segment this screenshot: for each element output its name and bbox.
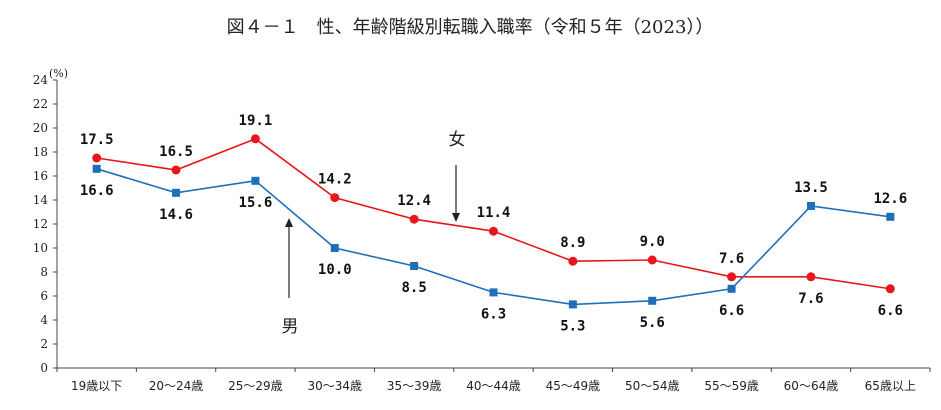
x-tick-label: 25～29歳: [228, 379, 283, 393]
x-tick-labels: 19歳以下 20～24歳 25～29歳 30～34歳 35～39歳 40～44歳 45～49…: [71, 379, 916, 393]
data-point-square: [806, 202, 815, 210]
y-tick-label: 22: [33, 97, 48, 111]
data-point-square: [648, 296, 657, 305]
series-lines: [96, 137, 891, 306]
data-point-square: [727, 284, 736, 293]
data-point-circle: [568, 256, 578, 266]
data-label-female: 9.0: [640, 234, 665, 250]
data-point-circle: [250, 134, 260, 144]
female-annotation-label: 女: [449, 130, 466, 150]
data-point-circle: [489, 226, 498, 236]
data-label-female: 17.5: [80, 132, 114, 148]
data-label-female: 12.4: [397, 193, 431, 209]
x-tick-label: 19歳以下: [71, 379, 122, 393]
data-label-male: 13.5: [794, 180, 828, 196]
x-tick-label: 30～34歳: [307, 379, 362, 393]
data-label-female: 6.6: [878, 303, 903, 319]
male-arrow-head: [285, 218, 293, 227]
chart-title: 図４－１ 性、年齢階級別転職入職率（令和５年（2023））: [227, 17, 714, 38]
y-tick-label: 0: [40, 361, 48, 375]
y-tick-label: 10: [33, 241, 48, 255]
data-label-male: 8.5: [401, 280, 426, 296]
data-label-female: 8.9: [560, 235, 585, 251]
series-markers: [92, 134, 895, 309]
data-point-square: [172, 188, 181, 197]
data-label-male: 15.6: [239, 195, 273, 211]
y-tick-label: 20: [33, 121, 48, 135]
y-tick-label: 24: [33, 73, 49, 87]
data-label-male: 6.3: [481, 306, 506, 322]
y-tick-label: 18: [33, 145, 48, 159]
data-point-circle: [409, 214, 419, 224]
female-arrow-head: [452, 213, 460, 222]
x-tick-label: 40～44歳: [466, 379, 521, 393]
data-label-female: 11.4: [477, 205, 511, 221]
x-tick-label: 55～59歳: [704, 379, 759, 393]
data-point-square: [489, 288, 498, 297]
data-label-female: 7.6: [798, 291, 823, 307]
y-tick-label: 16: [33, 169, 48, 183]
y-axis-unit: (%): [49, 67, 68, 80]
x-tick-label: 45～49歳: [546, 379, 601, 393]
y-tick-label: 4: [40, 313, 48, 327]
data-label-female: 16.5: [159, 144, 193, 160]
data-label-male: 5.6: [640, 315, 665, 331]
axes: [53, 79, 931, 372]
data-point-circle: [171, 165, 181, 175]
y-tick-label: 6: [40, 289, 48, 303]
data-label-female: 19.1: [239, 113, 273, 129]
data-point-square: [410, 262, 419, 270]
x-tick-label: 50～54歳: [625, 379, 680, 393]
data-point-square: [886, 212, 895, 221]
y-tick-label: 14: [33, 193, 49, 207]
data-label-male: 14.6: [159, 207, 193, 223]
y-tick-label: 2: [40, 337, 48, 351]
y-tick-label: 8: [40, 265, 48, 279]
data-point-circle: [92, 153, 102, 163]
data-label-male: 5.3: [560, 318, 585, 334]
data-label-male: 12.6: [873, 191, 907, 207]
x-tick-label: 35～39歳: [387, 379, 442, 393]
data-label-male: 16.6: [80, 183, 114, 199]
data-point-square: [330, 244, 339, 252]
data-point-circle: [885, 284, 895, 294]
data-label-male: 6.6: [719, 303, 744, 319]
male-annotation-label: 男: [282, 317, 299, 337]
data-label-male: 10.0: [318, 262, 352, 278]
series-annotations: 女 男: [282, 130, 466, 337]
data-point-circle: [330, 193, 340, 203]
data-labels: 17.5 16.6 16.5 14.6 19.1 15.6 14.2 10.0 12.4 8.5 1…: [80, 113, 907, 335]
data-point-circle: [806, 272, 816, 282]
data-label-female: 7.6: [719, 251, 744, 267]
data-point-square: [92, 164, 101, 173]
x-tick-label: 20～24歳: [149, 379, 204, 393]
x-tick-label: 60～64歳: [784, 379, 839, 393]
data-label-female: 14.2: [318, 172, 352, 188]
data-point-circle: [647, 255, 657, 265]
y-tick-label: 12: [33, 217, 48, 231]
data-point-circle: [727, 272, 737, 282]
series-line-1: [96, 168, 891, 306]
x-tick-label: 65歳以上: [865, 379, 916, 393]
data-point-square: [568, 300, 577, 309]
data-point-square: [251, 176, 260, 185]
